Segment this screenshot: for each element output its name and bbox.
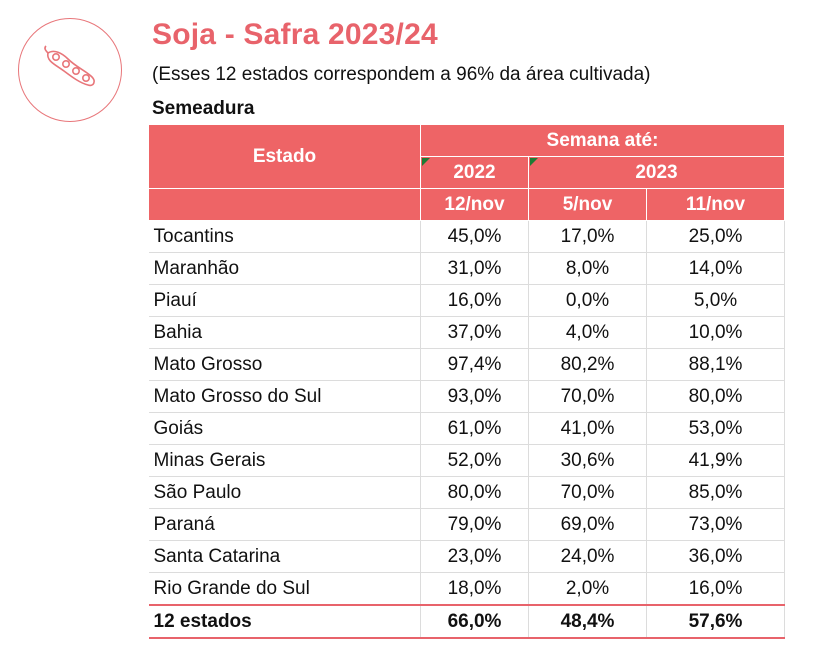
header-week-1: 12/nov [420,188,529,221]
value-cell: 70,0% [528,380,647,413]
value-cell: 36,0% [646,540,785,573]
table-row: Tocantins 45,0% 17,0% 25,0% [148,220,785,253]
value-cell: 25,0% [646,220,785,253]
table-row: Minas Gerais 52,0% 30,6% 41,9% [148,444,785,477]
value-cell: 0,0% [528,284,647,317]
table-row: Mato Grosso do Sul 93,0% 70,0% 80,0% [148,380,785,413]
logo [18,18,122,122]
value-cell: 41,9% [646,444,785,477]
value-cell: 53,0% [646,412,785,445]
comment-flag-icon [422,158,430,166]
value-cell: 61,0% [420,412,529,445]
value-cell: 73,0% [646,508,785,541]
value-cell: 97,4% [420,348,529,381]
state-name: Maranhão [148,252,421,285]
value-cell: 24,0% [528,540,647,573]
state-name: São Paulo [148,476,421,509]
total-cell: 57,6% [646,604,785,639]
state-name: Mato Grosso do Sul [148,380,421,413]
soybean-pod-icon [40,43,100,98]
value-cell: 45,0% [420,220,529,253]
state-name: Tocantins [148,220,421,253]
value-cell: 10,0% [646,316,785,349]
value-cell: 69,0% [528,508,647,541]
value-cell: 8,0% [528,252,647,285]
table-row: Santa Catarina 23,0% 24,0% 36,0% [148,540,785,573]
sowing-table: Estado Semana até: 2022 2023 12/nov 5/no… [148,124,785,639]
value-cell: 70,0% [528,476,647,509]
header-blank [148,188,421,221]
value-cell: 80,0% [646,380,785,413]
value-cell: 23,0% [420,540,529,573]
table-row: Mato Grosso 97,4% 80,2% 88,1% [148,348,785,381]
table-row: Paraná 79,0% 69,0% 73,0% [148,508,785,541]
comment-flag-icon [530,158,538,166]
value-cell: 41,0% [528,412,647,445]
table-row: Goiás 61,0% 41,0% 53,0% [148,412,785,445]
table-row: São Paulo 80,0% 70,0% 85,0% [148,476,785,509]
value-cell: 79,0% [420,508,529,541]
value-cell: 37,0% [420,316,529,349]
header-state: Estado [148,124,421,189]
value-cell: 5,0% [646,284,785,317]
state-name: Piauí [148,284,421,317]
value-cell: 80,2% [528,348,647,381]
table-row: Piauí 16,0% 0,0% 5,0% [148,284,785,317]
page-title: Soja - Safra 2023/24 [152,18,438,51]
value-cell: 93,0% [420,380,529,413]
header-week-2: 5/nov [528,188,647,221]
state-name: Minas Gerais [148,444,421,477]
total-cell: 48,4% [528,604,647,639]
state-name: Bahia [148,316,421,349]
total-label: 12 estados [148,604,421,639]
header-year-2023: 2023 [528,156,785,189]
value-cell: 30,6% [528,444,647,477]
header-week-3: 11/nov [646,188,785,221]
table-row: Bahia 37,0% 4,0% 10,0% [148,316,785,349]
value-cell: 31,0% [420,252,529,285]
value-cell: 18,0% [420,572,529,606]
value-cell: 16,0% [420,284,529,317]
state-name: Santa Catarina [148,540,421,573]
total-row: 12 estados 66,0% 48,4% 57,6% [148,604,785,639]
value-cell: 85,0% [646,476,785,509]
value-cell: 17,0% [528,220,647,253]
state-name: Paraná [148,508,421,541]
value-cell: 52,0% [420,444,529,477]
value-cell: 14,0% [646,252,785,285]
state-name: Rio Grande do Sul [148,572,421,606]
header-week-group: Semana até: [420,124,785,157]
total-cell: 66,0% [420,604,529,639]
value-cell: 2,0% [528,572,647,606]
table-row: Maranhão 31,0% 8,0% 14,0% [148,252,785,285]
value-cell: 80,0% [420,476,529,509]
value-cell: 16,0% [646,572,785,606]
page-subtitle: (Esses 12 estados correspondem a 96% da … [152,64,651,85]
header-year-2022: 2022 [420,156,529,189]
section-label: Semeadura [152,98,255,119]
value-cell: 88,1% [646,348,785,381]
state-name: Goiás [148,412,421,445]
state-name: Mato Grosso [148,348,421,381]
table-row: Rio Grande do Sul 18,0% 2,0% 16,0% [148,572,785,606]
value-cell: 4,0% [528,316,647,349]
